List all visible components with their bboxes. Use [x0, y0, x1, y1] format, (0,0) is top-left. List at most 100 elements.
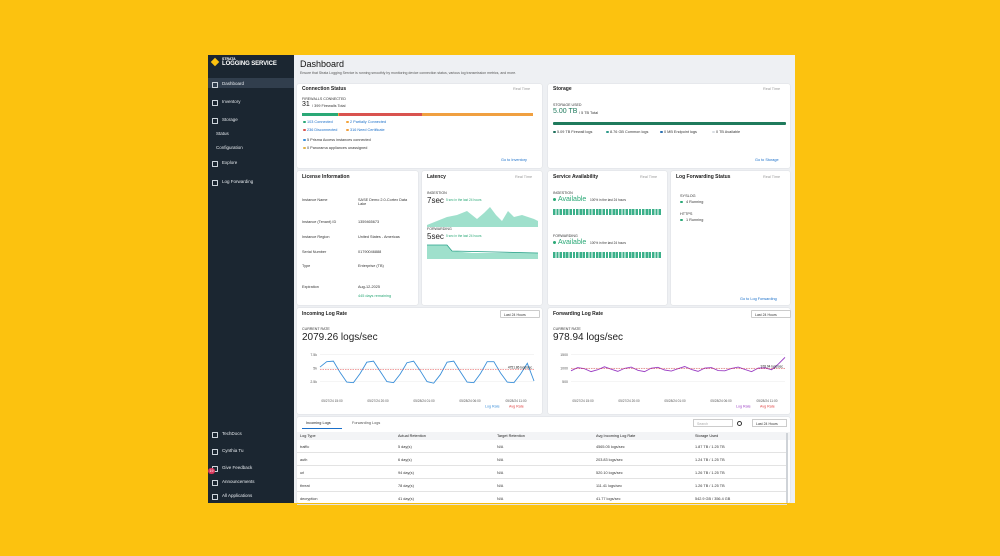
x-tick-label: 05/28/24 01:00	[413, 399, 434, 403]
forwarding-line	[427, 244, 539, 254]
uptime-strip	[553, 209, 662, 215]
note: 5 Prisma Access instances connected	[307, 138, 371, 142]
line-chart: 500 1000 1500 978.94 logs/sec 05/27/24 15:00…	[560, 353, 786, 409]
cell: N/A	[497, 471, 504, 475]
search[interactable]: Search	[693, 419, 733, 427]
nav-item[interactable]: Explore	[222, 160, 238, 165]
metric-note: 5 sec in the last 24 hours	[446, 234, 482, 238]
nav-item[interactable]: Cynthia Tu	[222, 448, 244, 453]
cell: 94 day(s)	[398, 471, 414, 475]
field-label: Expiration	[302, 285, 319, 289]
legend-dot	[553, 130, 556, 134]
label: FIREWALLS CONNECTED	[302, 97, 346, 101]
metric-value: 7sec	[427, 196, 444, 205]
cell: 111.41 logs/sec	[596, 484, 623, 488]
nav-item[interactable]: Dashboard	[222, 81, 245, 86]
legend-dot	[303, 128, 306, 132]
legend-dot	[346, 128, 349, 132]
ingestion-sparkline	[427, 207, 538, 227]
nav-item[interactable]: Log Forwarding	[222, 179, 254, 184]
brand-main: LOGGING SERVICE	[222, 61, 277, 67]
dropdown[interactable]: Last 24 Hours	[500, 310, 540, 318]
avg-label: 4751.86 logs/sec	[508, 365, 533, 369]
avg-label: 978.94 logs/sec	[761, 365, 784, 369]
cell: 1.26 TB / 1.25 TB	[695, 484, 725, 488]
column-header: Avg Incoming Log Rate	[596, 434, 636, 438]
card-title: Latency	[427, 174, 446, 180]
y-tick-label: 5k	[313, 366, 317, 370]
field-label: Instance Name	[302, 198, 328, 202]
field-value: Aug-12-2025	[358, 285, 380, 289]
total: / 5 TB Total	[579, 111, 599, 115]
nav-icon	[212, 117, 218, 124]
column-header: Storage Used	[695, 434, 719, 438]
label: CURRENT RATE	[302, 327, 330, 331]
link[interactable]: Go to Inventory	[501, 158, 527, 162]
legend-dot	[303, 138, 306, 142]
link[interactable]: Go to Log Forwarding	[740, 297, 777, 301]
nav-item[interactable]: Configuration	[216, 145, 243, 150]
legend-dot	[553, 241, 556, 244]
legend-dot	[680, 200, 683, 204]
field-label: Instance Region	[302, 235, 330, 239]
nav-icon	[212, 431, 218, 438]
legend-label: 8.76 GB Common logs	[610, 130, 649, 134]
nav-item[interactable]: Announcements	[222, 479, 255, 484]
cell: auth	[300, 458, 308, 462]
badge: 19	[208, 468, 215, 474]
y-tick-label: 1000	[560, 366, 568, 370]
legend-dot	[303, 146, 306, 150]
nav-item[interactable]: Storage	[222, 117, 238, 122]
used: 5.00 TB	[553, 108, 578, 115]
dest-status: 1 Running	[686, 218, 704, 222]
legend-dot	[606, 130, 609, 134]
legend-label: Log Rate	[485, 405, 500, 409]
cell: url	[300, 471, 305, 475]
card	[671, 171, 790, 305]
dropdown[interactable]: Last 24 Hours	[752, 419, 787, 427]
label: CURRENT RATE	[553, 327, 581, 331]
nav-item[interactable]: Give Feedback	[222, 465, 253, 470]
rate-line	[570, 357, 786, 373]
legend-label: 0 TB Available	[716, 130, 741, 134]
nav-item[interactable]: All Applications	[222, 493, 253, 498]
nav-item[interactable]: Status	[216, 131, 229, 136]
latency-sparklines	[427, 207, 539, 259]
cell: 41.77 logs/sec	[596, 497, 621, 501]
field-value: SASE Demo 2.0-Cortex Data Lake	[358, 198, 408, 207]
cell: 1.24 TB / 1.25 TB	[695, 458, 725, 462]
legend-label: 236 Disconnected	[307, 128, 338, 132]
nav-item[interactable]: TechDocs	[222, 431, 242, 436]
nav-item[interactable]: Inventory	[222, 99, 241, 104]
cell: 1.26 TB / 1.25 TB	[695, 471, 725, 475]
card	[548, 171, 667, 305]
label: STORAGE USED	[553, 103, 582, 107]
nav-highlight	[208, 78, 294, 88]
cell: N/A	[497, 497, 504, 501]
uptime-strip	[553, 252, 662, 258]
column-header: Target Retention	[497, 434, 525, 438]
status: Available	[558, 239, 587, 246]
dropdown[interactable]: Last 24 Hours	[751, 310, 791, 318]
rate-line	[319, 360, 535, 384]
nav-icon	[212, 99, 218, 106]
cell: 203.83 logs/sec	[596, 458, 623, 462]
status: Available	[558, 196, 587, 203]
field-value: United States - Americas	[358, 235, 400, 239]
legend-label: 316 Need Certificate	[350, 128, 385, 132]
card-title: Service Availability	[553, 174, 599, 180]
brand-top: STRATA	[222, 57, 236, 61]
y-tick-label: 7.5k	[310, 353, 317, 357]
link[interactable]: Go to Storage	[755, 158, 779, 162]
cell: N/A	[497, 458, 504, 462]
tab[interactable]: Incoming Logs	[306, 421, 331, 425]
nav-icon	[212, 160, 218, 167]
remaining: 445 days remaining	[358, 294, 392, 298]
line-chart: 2.5k 5k 7.5k 4751.86 logs/sec 05/27/24 15:00…	[310, 353, 535, 409]
legend-dot	[553, 198, 556, 201]
cell: N/A	[497, 484, 504, 488]
card-title: Incoming Log Rate	[302, 311, 347, 317]
tab[interactable]: Forwarding Logs	[352, 421, 381, 425]
field-value: 01790046888	[358, 250, 382, 254]
